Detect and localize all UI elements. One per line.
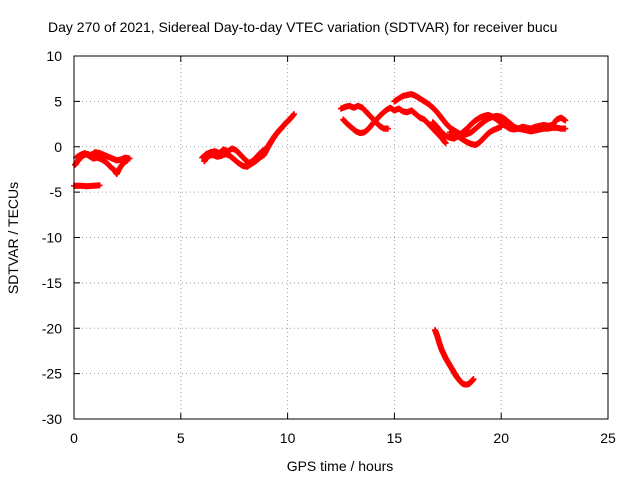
axis-ticks: 0 5 10 15 20 25 -30 -25 -20 -15 -10 -5 0 5 10 — [42, 48, 616, 446]
y-tick-label: -20 — [42, 320, 62, 336]
data-point — [96, 182, 103, 189]
y-tick-label: -5 — [50, 184, 63, 200]
data-point — [442, 140, 449, 147]
y-tick-label: -10 — [42, 230, 62, 246]
data-points — [71, 91, 569, 388]
data-point — [498, 123, 505, 130]
y-axis-label: SDTVAR / TECUs — [5, 182, 21, 294]
x-tick-label: 20 — [493, 430, 509, 446]
data-point — [562, 117, 569, 124]
y-tick-label: -15 — [42, 275, 62, 291]
y-tick-label: 10 — [46, 48, 62, 64]
data-point — [384, 125, 391, 132]
y-tick-label: -30 — [42, 411, 62, 427]
x-tick-label: 10 — [280, 430, 296, 446]
data-point — [470, 376, 477, 383]
y-tick-label: -25 — [42, 366, 62, 382]
data-point — [124, 157, 131, 164]
x-tick-label: 15 — [387, 430, 403, 446]
x-tick-label: 25 — [600, 430, 616, 446]
data-point — [562, 125, 569, 132]
y-tick-label: 0 — [54, 139, 62, 155]
chart-title: Day 270 of 2021, Sidereal Day-to-day VTE… — [48, 19, 557, 35]
y-tick-label: 5 — [54, 93, 62, 109]
x-tick-label: 0 — [70, 430, 78, 446]
x-tick-label: 5 — [177, 430, 185, 446]
data-point — [291, 111, 298, 118]
x-axis-label: GPS time / hours — [287, 458, 394, 474]
plot-frame — [73, 55, 609, 420]
